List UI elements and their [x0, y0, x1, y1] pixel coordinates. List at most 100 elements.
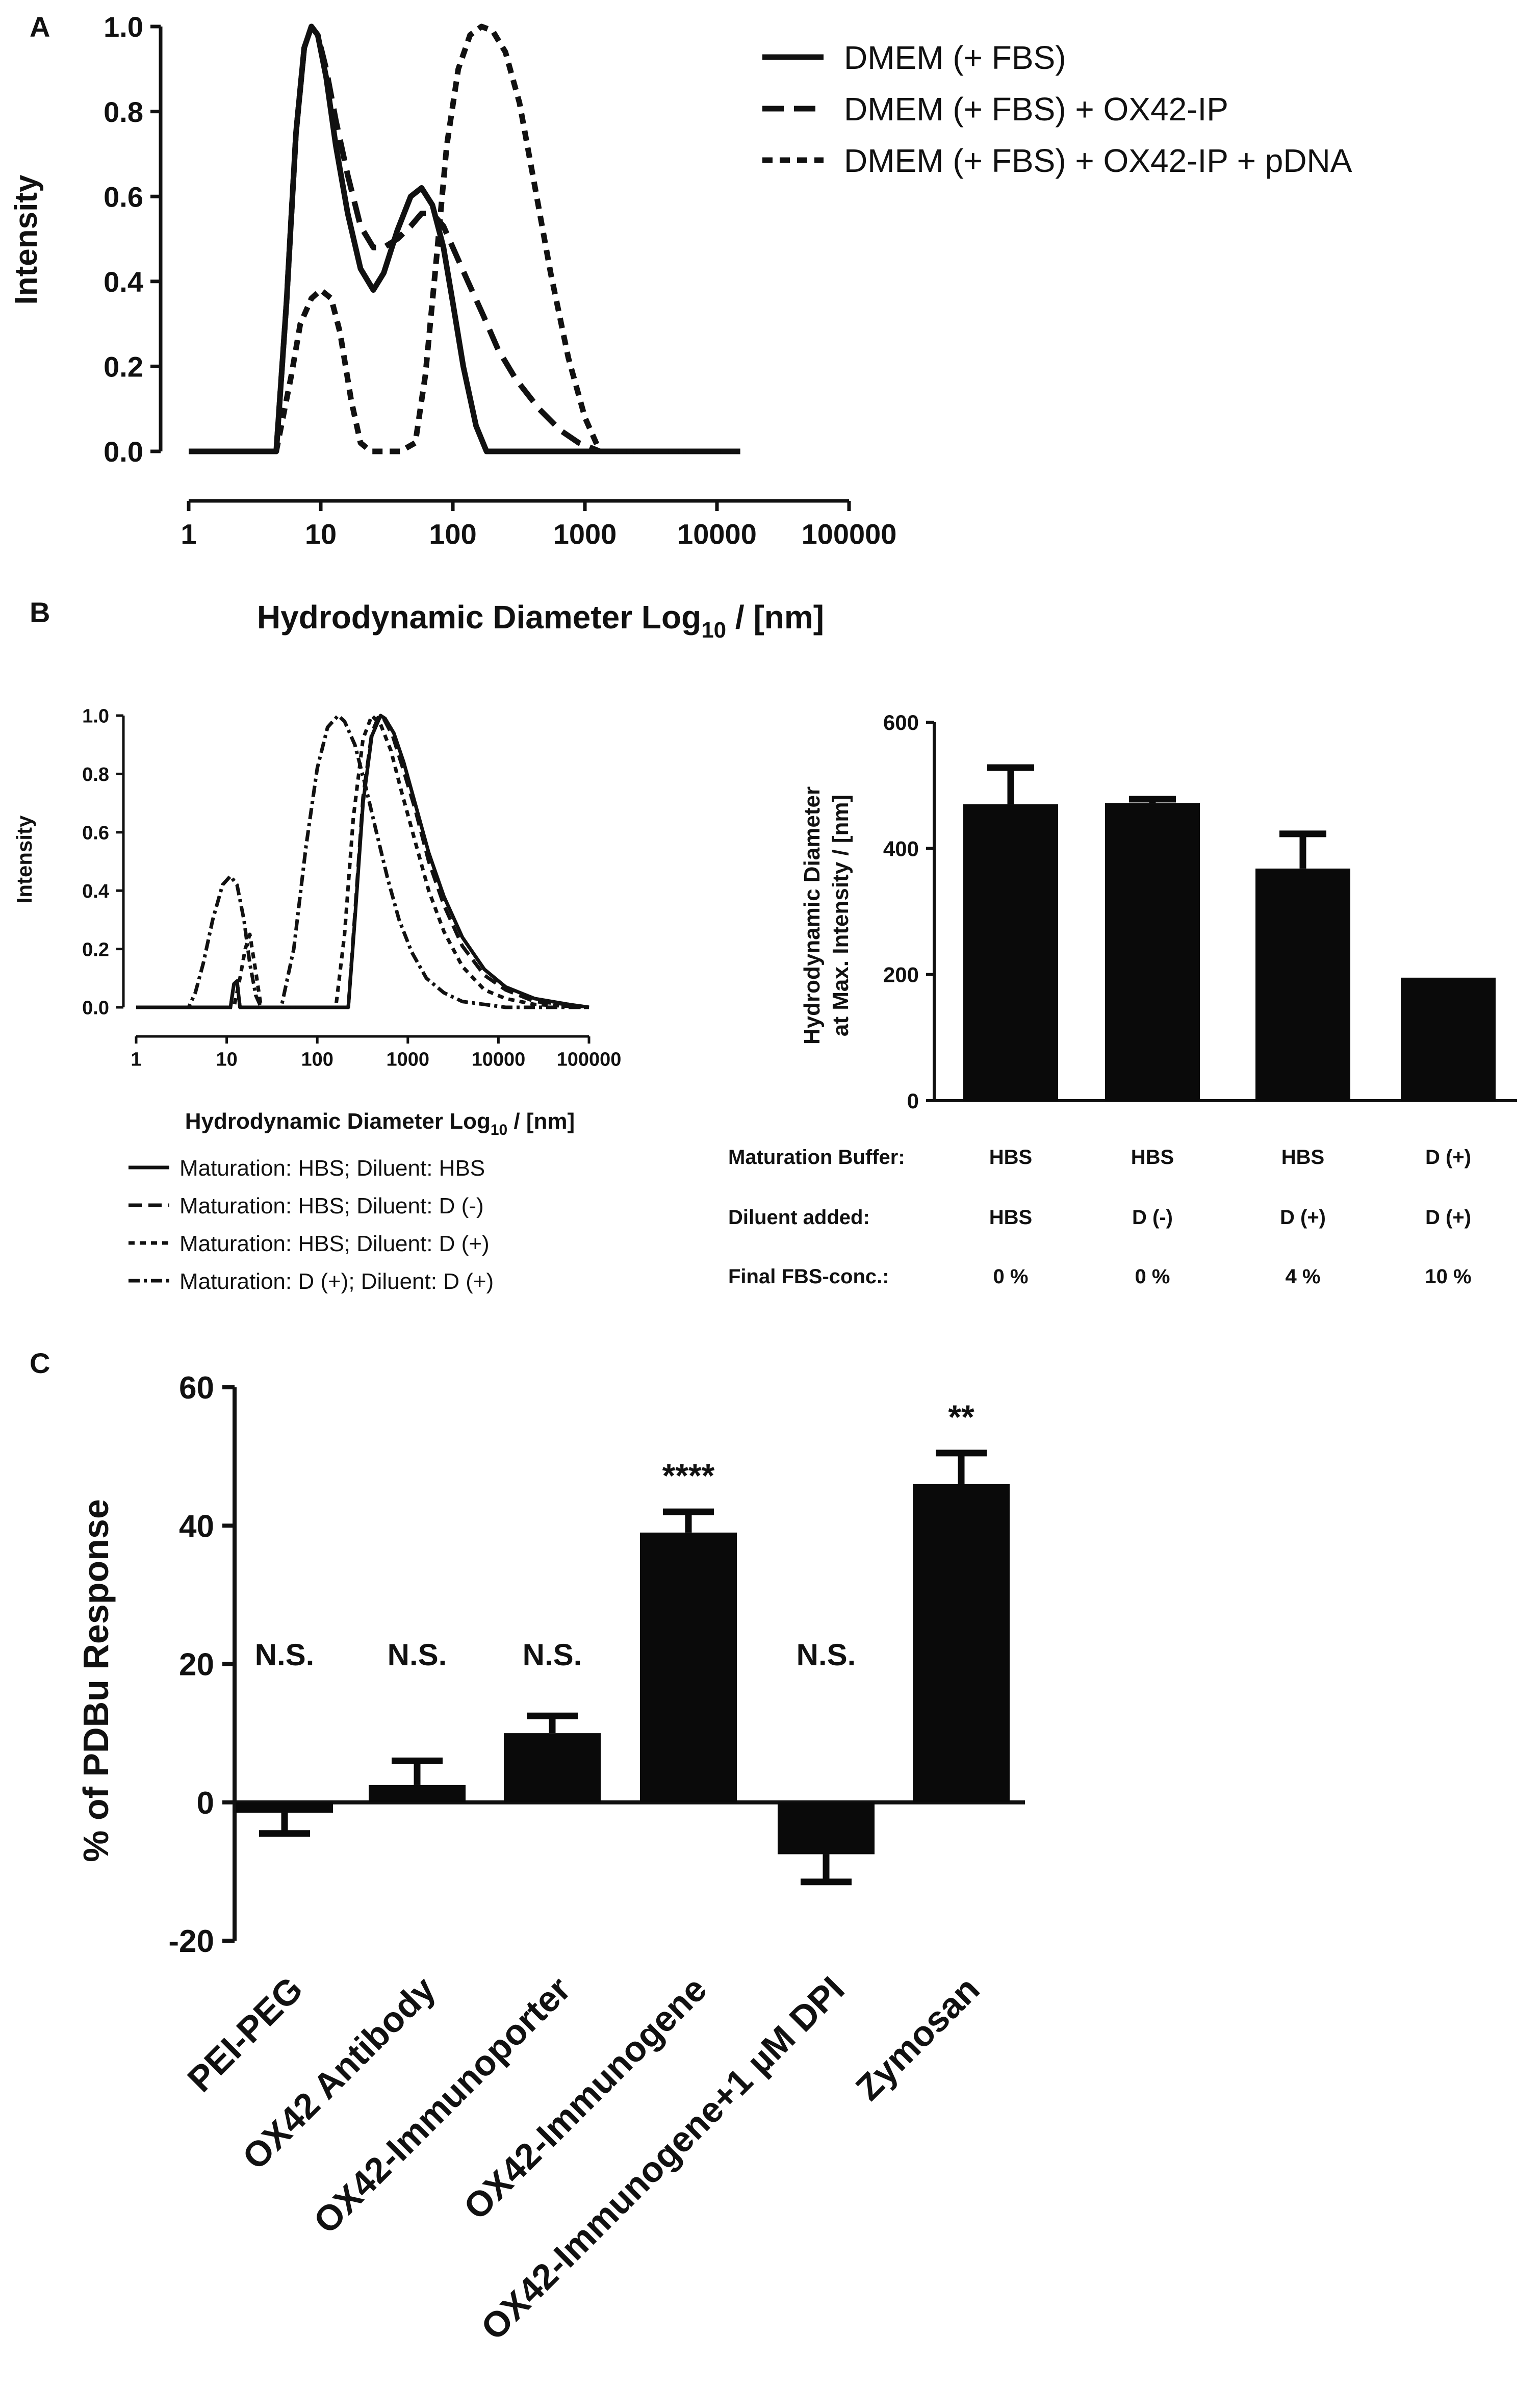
panel-c-category-label: OX42-Immunogene	[456, 1969, 714, 2227]
panel-b-left-legend: Maturation: HBS; Diluent: HBS Maturation:…	[129, 1156, 494, 1294]
panel-b-right-table-cell: 0 %	[1135, 1265, 1170, 1288]
panel-a-legend-label: DMEM (+ FBS) + OX42-IP + pDNA	[844, 142, 1352, 179]
panel-a-legend-label: DMEM (+ FBS) + OX42-IP	[844, 91, 1228, 128]
panel-b-left-y-axis-label: Intensity	[12, 815, 36, 903]
panel-b-right-y-tick-label: 200	[883, 963, 919, 987]
panel-c-y-tick-label: 20	[179, 1647, 214, 1683]
panel-c-bar	[778, 1802, 875, 1854]
panel-b-left-y-tick-label: 0.4	[82, 881, 109, 902]
panel-b-left-x-label-sub: 10	[491, 1122, 507, 1138]
panel-a-series-dotted-line	[189, 23, 740, 454]
panel-c-y-axis: -20 0 20 40 60	[168, 1370, 1025, 1959]
panel-b-right-table-row-label: Maturation Buffer:	[728, 1146, 905, 1168]
panel-a-x-axis: 1 10 100 1000 10000 100000	[181, 499, 897, 550]
panel-b-left-legend-label: Maturation: HBS; Diluent: HBS	[179, 1156, 485, 1181]
panel-b-right-table-cell: HBS	[1131, 1146, 1174, 1168]
panel-b-left-x-axis-label: Hydrodynamic Diameter Log10 / [nm]	[185, 1109, 575, 1138]
panel-b-left-y-axis: 0.0 0.2 0.4 0.6 0.8 1.0	[82, 706, 125, 1019]
panel-b-left-y-tick-label: 0.6	[82, 822, 109, 844]
panel-c-bar	[504, 1733, 601, 1802]
panel-a-y-tick-label: 0.4	[104, 266, 143, 298]
panel-a-y-axis-label: Intensity	[9, 174, 44, 304]
panel-a-x-tick-label: 10000	[677, 518, 757, 550]
panel-a-x-tick-label: 100000	[802, 518, 897, 550]
panel-b-right-bar	[963, 804, 1058, 1101]
panel-b-left-legend-label: Maturation: HBS; Diluent: D (+)	[179, 1231, 490, 1256]
panel-b-right-y-axis-label-line2: at Max. Intensity / [nm]	[828, 795, 853, 1036]
panel-b-right-y-tick-label: 400	[883, 836, 919, 860]
panel-b-left-x-tick-label: 1000	[387, 1049, 430, 1071]
panel-c-y-tick-label: 40	[179, 1509, 214, 1544]
panel-a-x-label-sub: 10	[701, 618, 726, 643]
panel-a-chart: 0.0 0.2 0.4 0.6 0.8 1.0 1 10 100 1000 10000 100000…	[9, 11, 1352, 643]
panel-b-left-y-tick-label: 0.2	[82, 939, 109, 960]
panel-c-y-tick-label: 60	[179, 1370, 214, 1406]
panel-b-left-x-tick-label: 100000	[557, 1049, 622, 1071]
panel-b-right-table-cell: D (+)	[1425, 1206, 1471, 1229]
panel-b-left-y-tick-label: 1.0	[82, 706, 109, 727]
panel-a-x-label-main: Hydrodynamic Diameter Log	[257, 599, 701, 636]
panel-b-left-x-axis: 1 10 100 1000 10000 100000	[131, 1035, 622, 1071]
panel-label-a: A	[30, 11, 50, 43]
panel-b-left-y-tick-label: 0.8	[82, 764, 109, 785]
panel-b-right-table-cell: HBS	[989, 1146, 1032, 1168]
panel-b-right-bar	[1255, 868, 1350, 1101]
panel-c-significance-label: N.S.	[388, 1638, 447, 1672]
panel-c-chart: -20 0 20 40 60 N.S. N.S. N.S. **** N.S. ** PEI-PE…	[76, 1370, 1025, 2348]
panel-a-legend: DMEM (+ FBS) DMEM (+ FBS) + OX42-IP DMEM (…	[762, 39, 1352, 179]
panel-c-y-axis-label: % of PDBu Response	[76, 1499, 116, 1862]
panel-b-left-series-dashed-line	[136, 714, 589, 1009]
panel-a-y-tick-label: 0.2	[104, 351, 143, 383]
panel-b-left-series	[136, 714, 589, 1009]
panel-b-right-y-tick-label: 600	[883, 710, 919, 734]
panel-c-category-label: Zymosan	[848, 1969, 987, 2107]
panel-b-left-x-tick-label: 10000	[472, 1049, 526, 1071]
panel-b-right-bar	[1105, 803, 1200, 1101]
panel-a-series-solid-line	[189, 23, 740, 454]
panel-a-y-tick-label: 1.0	[104, 11, 143, 43]
panel-b-right-table-cell: HBS	[1281, 1146, 1324, 1168]
panel-b-left-series-dashdot-line	[136, 714, 589, 1009]
panel-a-x-tick-label: 1	[181, 518, 196, 550]
panel-c-significance-label: **	[948, 1398, 974, 1436]
panel-b-right-y-axis-label-line1: Hydrodynamic Diameter	[800, 786, 825, 1045]
panel-b-right-table-cell: 0 %	[993, 1265, 1029, 1288]
panel-b-right-table-cell: 10 %	[1425, 1265, 1471, 1288]
panel-b-right-table-cell: 4 %	[1286, 1265, 1321, 1288]
panel-c-bar	[913, 1484, 1010, 1802]
panel-b-right-table-cell: D (-)	[1132, 1206, 1173, 1229]
panel-a-x-tick-label: 100	[429, 518, 476, 550]
panel-c-bars: N.S. N.S. N.S. **** N.S. **	[236, 1398, 1010, 1886]
panel-c-significance-label: N.S.	[523, 1638, 582, 1672]
panel-b-right-y-axis: 0 200 400 600	[883, 710, 1517, 1113]
panel-a-y-tick-label: 0.0	[104, 436, 143, 468]
panel-b-right-table-cell: D (+)	[1280, 1206, 1326, 1229]
panel-a-series	[189, 23, 740, 454]
panel-a-x-label-tail: / [nm]	[726, 599, 824, 636]
panel-label-c: C	[30, 1347, 50, 1379]
panel-b-left-x-tick-label: 100	[301, 1049, 333, 1071]
panel-b-left-x-tick-label: 1	[131, 1049, 141, 1071]
panel-b-left-x-label-tail: / [nm]	[507, 1109, 575, 1134]
panel-label-b: B	[30, 596, 50, 628]
panel-a-y-axis: 0.0 0.2 0.4 0.6 0.8 1.0	[104, 11, 163, 468]
panel-b-right-table-cell: HBS	[989, 1206, 1032, 1229]
panel-c-significance-label: ****	[662, 1457, 715, 1494]
panel-b-left-legend-label: Maturation: D (+); Diluent: D (+)	[179, 1269, 494, 1294]
panel-a-x-axis-label: Hydrodynamic Diameter Log10 / [nm]	[257, 599, 824, 643]
panel-b-right-bar	[1401, 977, 1496, 1101]
panel-a-series-dashed-line	[189, 23, 740, 454]
panel-b-left-x-label-main: Hydrodynamic Diameter Log	[185, 1109, 491, 1134]
panel-a-legend-label: DMEM (+ FBS)	[844, 39, 1066, 76]
panel-b-right-condition-table: Maturation Buffer: HBS HBS HBS D (+) Diluent …	[728, 1146, 1472, 1288]
panel-b-right-y-tick-label: 0	[907, 1089, 919, 1113]
panel-b-right-table-cell: D (+)	[1425, 1146, 1471, 1168]
panel-c-y-tick-label: -20	[168, 1924, 214, 1959]
panel-c-bar	[369, 1785, 466, 1802]
panel-b-left-y-tick-label: 0.0	[82, 998, 109, 1019]
panel-c-bar	[236, 1802, 333, 1813]
panel-c-category-label: OX42-Immunoporter	[306, 1969, 578, 2241]
panel-b-right-chart: 0 200 400 600 Hydrodynamic Diameter at Max.…	[728, 710, 1517, 1288]
